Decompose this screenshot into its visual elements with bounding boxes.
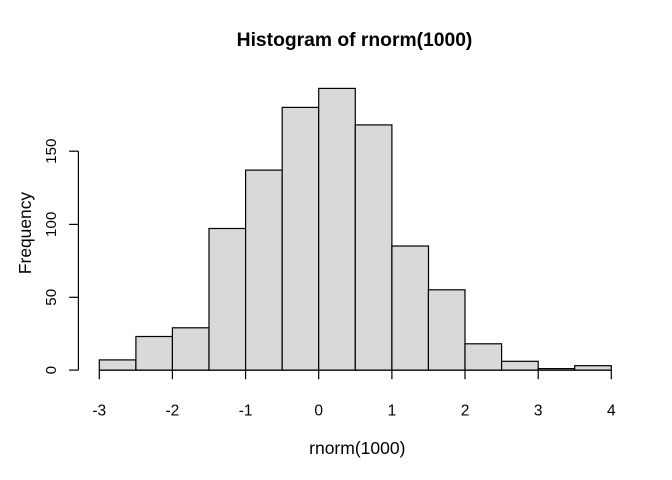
svg-text:-1: -1 xyxy=(239,403,253,420)
svg-text:4: 4 xyxy=(607,403,616,420)
svg-text:-3: -3 xyxy=(92,403,106,420)
svg-text:Histogram of rnorm(1000): Histogram of rnorm(1000) xyxy=(237,30,473,51)
svg-text:2: 2 xyxy=(461,403,470,420)
svg-text:Frequency: Frequency xyxy=(15,192,35,274)
svg-text:100: 100 xyxy=(43,212,60,237)
svg-text:rnorm(1000): rnorm(1000) xyxy=(309,438,405,458)
svg-text:1: 1 xyxy=(388,403,397,420)
svg-text:0: 0 xyxy=(314,403,323,420)
svg-text:50: 50 xyxy=(43,289,60,306)
svg-text:3: 3 xyxy=(534,403,543,420)
svg-text:0: 0 xyxy=(43,366,60,374)
svg-text:-2: -2 xyxy=(166,403,180,420)
svg-text:150: 150 xyxy=(43,139,60,164)
